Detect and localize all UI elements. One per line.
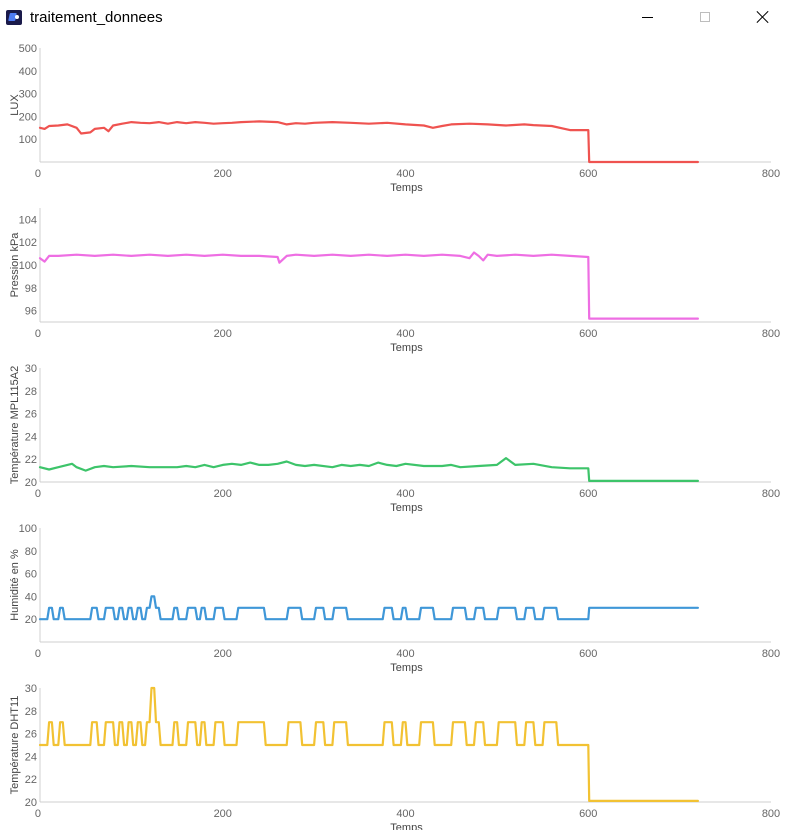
y-tick-label: 22 — [25, 454, 37, 466]
y-tick-label: 300 — [19, 89, 37, 101]
y-tick-label: 20 — [25, 614, 37, 626]
x-tick-label: 0 — [35, 328, 41, 340]
window-title: traitement_donnees — [30, 9, 163, 26]
series-line — [38, 457, 699, 482]
y-tick-label: 26 — [25, 729, 37, 741]
y-tick-label: 400 — [19, 66, 37, 78]
y-tick-label: 22 — [25, 774, 37, 786]
x-axis-title: Temps — [390, 502, 423, 514]
y-tick-label: 500 — [19, 43, 37, 55]
x-tick-label: 600 — [579, 488, 597, 500]
charts-area: 100 200 300 400 500 0 200 400 600 800 Temps LUX 96 98… — [0, 34, 787, 830]
y-tick-label: 26 — [25, 409, 37, 421]
y-tick-label: 96 — [25, 306, 37, 318]
y-tick-label: 28 — [25, 386, 37, 398]
y-axis-title: Pression kPa — [9, 232, 21, 298]
x-axis-title: Temps — [390, 342, 423, 354]
x-tick-label: 800 — [762, 648, 780, 660]
x-axis-title: Temps — [390, 662, 423, 674]
y-tick-label: 20 — [25, 477, 37, 489]
x-tick-label: 200 — [214, 808, 232, 820]
app-icon — [6, 10, 22, 25]
y-tick-label: 30 — [25, 363, 37, 375]
x-tick-label: 800 — [762, 488, 780, 500]
y-tick-label: 100 — [19, 260, 37, 272]
y-axis-title: LUX — [9, 94, 21, 116]
y-axis-title: Température MPL115A2 — [9, 366, 21, 484]
y-tick-label: 40 — [25, 591, 37, 603]
series-line — [38, 251, 699, 320]
maximize-icon — [700, 12, 710, 22]
y-axis-title: Humidité en % — [9, 549, 21, 621]
x-tick-label: 800 — [762, 808, 780, 820]
x-tick-label: 400 — [396, 808, 414, 820]
y-tick-label: 100 — [19, 523, 37, 535]
x-axis-title: Temps — [390, 182, 423, 194]
x-tick-label: 600 — [579, 648, 597, 660]
x-tick-label: 200 — [214, 648, 232, 660]
y-tick-label: 60 — [25, 569, 37, 581]
x-tick-label: 0 — [35, 488, 41, 500]
x-tick-label: 0 — [35, 648, 41, 660]
x-axis-title: Temps — [390, 822, 423, 830]
x-tick-label: 200 — [214, 328, 232, 340]
minimize-button[interactable] — [624, 0, 670, 34]
close-icon — [756, 10, 770, 24]
y-tick-label: 24 — [25, 431, 37, 443]
y-tick-label: 104 — [19, 214, 37, 226]
y-tick-label: 100 — [19, 134, 37, 146]
x-tick-label: 600 — [579, 328, 597, 340]
x-tick-label: 200 — [214, 488, 232, 500]
y-tick-label: 98 — [25, 283, 37, 295]
y-tick-label: 20 — [25, 797, 37, 809]
x-tick-label: 600 — [579, 808, 597, 820]
y-tick-label: 102 — [19, 237, 37, 249]
minimize-icon — [641, 16, 653, 18]
y-tick-label: 28 — [25, 706, 37, 718]
window-titlebar[interactable]: traitement_donnees — [0, 0, 787, 34]
x-tick-label: 400 — [396, 648, 414, 660]
y-tick-label: 30 — [25, 683, 37, 695]
series-line — [38, 595, 699, 621]
series-line — [38, 120, 699, 164]
y-tick-label: 80 — [25, 546, 37, 558]
x-tick-label: 0 — [35, 808, 41, 820]
maximize-button[interactable] — [682, 0, 728, 34]
x-tick-label: 400 — [396, 328, 414, 340]
y-tick-label: 24 — [25, 751, 37, 763]
x-tick-label: 0 — [35, 168, 41, 180]
close-button[interactable] — [740, 0, 786, 34]
x-tick-label: 600 — [579, 168, 597, 180]
y-axis-title: Température DHT11 — [9, 696, 21, 795]
series-line — [38, 686, 699, 802]
y-tick-label: 200 — [19, 111, 37, 123]
x-tick-label: 400 — [396, 488, 414, 500]
x-tick-label: 200 — [214, 168, 232, 180]
x-tick-label: 800 — [762, 168, 780, 180]
x-tick-label: 800 — [762, 328, 780, 340]
x-tick-label: 400 — [396, 168, 414, 180]
